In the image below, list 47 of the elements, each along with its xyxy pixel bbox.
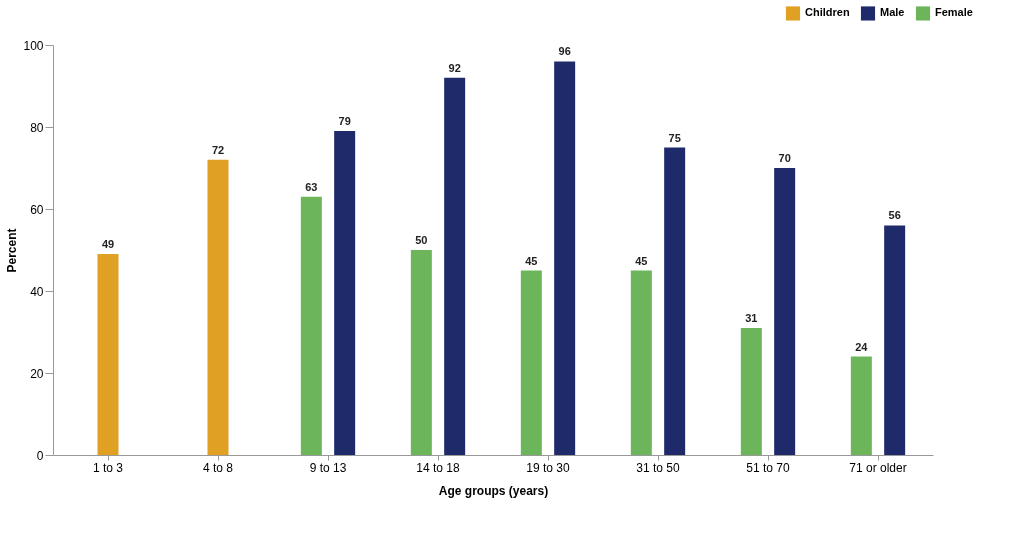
bar: [444, 77, 466, 455]
x-tick-label: 14 to 18: [416, 460, 461, 475]
bar: [554, 61, 576, 455]
bar: [520, 270, 542, 455]
x-tick-label: 4 to 8: [202, 460, 234, 475]
x-tick-label: 19 to 30: [526, 460, 571, 475]
data-label: 49: [101, 238, 115, 251]
data-label: 96: [558, 45, 571, 58]
y-tick-label: 40: [30, 284, 44, 299]
data-label: 56: [888, 209, 901, 222]
y-tick-label: 20: [30, 366, 44, 381]
y-tick-label: 60: [30, 202, 44, 217]
y-tick-label: 100: [23, 38, 44, 53]
data-label: 70: [778, 152, 791, 164]
x-tick-label: 1 to 3: [92, 460, 124, 475]
legend-label: Female: [935, 6, 973, 19]
data-label: 24: [855, 340, 869, 353]
x-axis-title: Age groups (years): [438, 483, 549, 498]
bar: [850, 356, 872, 455]
bar: [300, 196, 322, 455]
data-label: 50: [415, 234, 428, 246]
data-label: 31: [745, 311, 758, 324]
legend-label: Male: [880, 6, 905, 19]
bar: [410, 250, 432, 455]
data-label: 45: [635, 254, 648, 267]
data-label: 79: [338, 115, 351, 128]
bar: [664, 147, 686, 455]
bar: [740, 327, 762, 455]
data-label: 92: [448, 61, 461, 74]
legend-label: Children: [805, 6, 850, 19]
x-tick-label: 9 to 13: [309, 460, 347, 475]
data-label: 75: [668, 131, 681, 144]
x-tick-label: 31 to 50: [636, 460, 681, 475]
bar: [630, 270, 652, 455]
y-tick-label: 0: [36, 448, 44, 463]
bar: [884, 225, 906, 455]
bar: [334, 131, 356, 455]
data-label: 45: [525, 254, 538, 267]
bar: [97, 254, 119, 455]
bar: [774, 168, 796, 455]
bar: [207, 159, 229, 455]
data-label: 72: [211, 143, 225, 156]
x-tick-label: 51 to 70: [746, 460, 791, 475]
y-tick-label: 80: [30, 120, 44, 135]
x-tick-label: 71 or older: [849, 460, 907, 475]
data-label: 63: [305, 180, 318, 193]
y-axis-title: Percent: [5, 228, 20, 273]
